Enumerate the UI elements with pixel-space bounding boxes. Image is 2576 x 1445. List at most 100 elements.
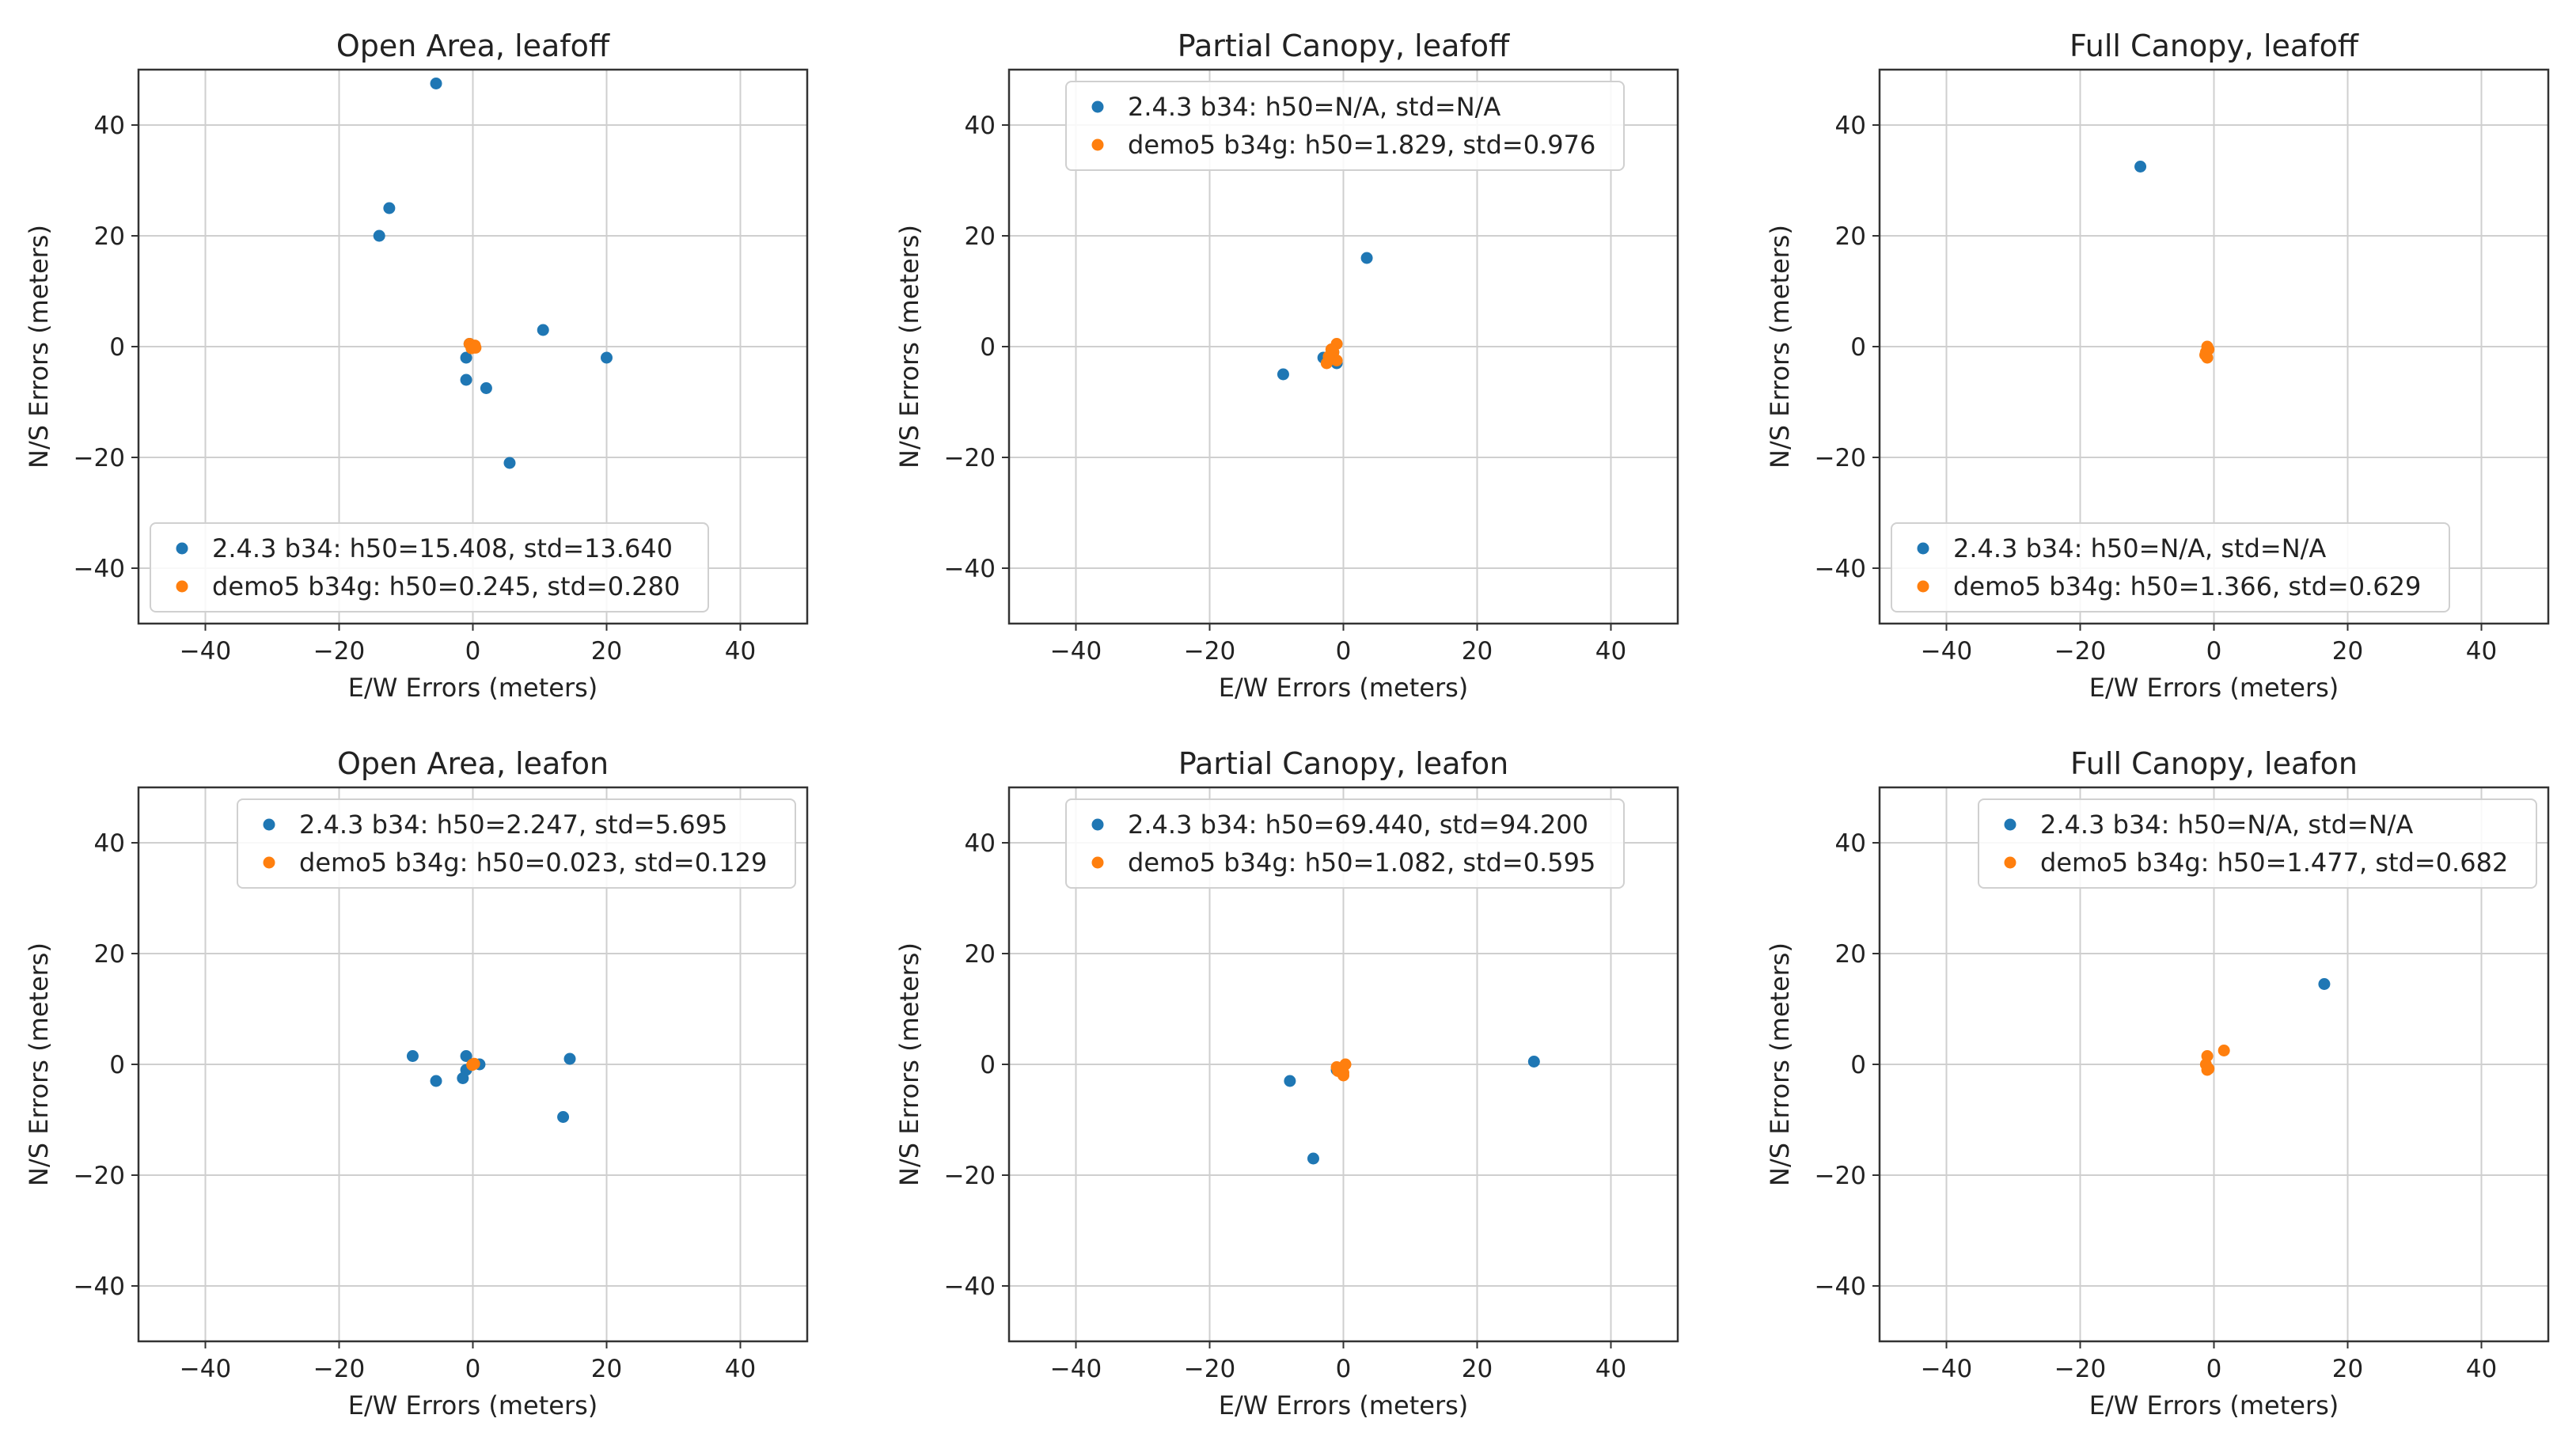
x-tick-label: 40 xyxy=(725,637,756,666)
subplot-title: Partial Canopy, leafon xyxy=(1178,746,1508,781)
x-tick-label: −20 xyxy=(1184,637,1235,666)
y-axis-label: N/S Errors (meters) xyxy=(24,942,54,1186)
legend-box xyxy=(1891,522,2450,613)
data-point-series-2 xyxy=(2202,1063,2215,1075)
data-point-series-2 xyxy=(1337,1069,1349,1082)
legend-box xyxy=(1065,798,1625,889)
data-point-series-1 xyxy=(2318,978,2331,990)
subplot-6: −40 −20 0 20 40 40 20 0 −20 −40 Full Canopy, leafo… xyxy=(1765,746,2550,1420)
legend-entry: 2.4.3 b34: h50=2.247, std=5.695 xyxy=(299,810,727,840)
legend: 2.4.3 b34: h50=N/A, std=N/A demo5 b34g: h… xyxy=(1978,798,2537,889)
legend-marker xyxy=(1091,856,1104,869)
x-tick-label: 0 xyxy=(2206,1355,2222,1383)
y-tick-label: 40 xyxy=(965,112,996,140)
legend-entry: demo5 b34g: h50=1.082, std=0.595 xyxy=(1128,848,1595,878)
x-axis-label: E/W Errors (meters) xyxy=(2089,673,2339,703)
x-tick-label: −40 xyxy=(180,1355,231,1383)
data-point-series-1 xyxy=(1527,1056,1540,1068)
x-tick-label: 0 xyxy=(1336,1355,1352,1383)
y-tick-label: 20 xyxy=(1835,222,1866,251)
x-tick-label: 20 xyxy=(1462,637,1493,666)
legend-entry: demo5 b34g: h50=0.023, std=0.129 xyxy=(299,848,767,878)
data-point-series-2 xyxy=(2217,1045,2230,1056)
data-point-series-1 xyxy=(460,1050,472,1062)
y-axis-label: N/S Errors (meters) xyxy=(1765,225,1795,468)
subplot-title: Open Area, leafon xyxy=(337,746,609,781)
y-tick-label: 20 xyxy=(94,222,125,251)
y-tick-label: 20 xyxy=(94,940,125,969)
y-axis-label: N/S Errors (meters) xyxy=(894,225,924,468)
x-tick-label: 0 xyxy=(2206,637,2222,666)
y-tick-label: 20 xyxy=(965,222,996,251)
x-axis-label: E/W Errors (meters) xyxy=(2089,1390,2339,1420)
y-tick-label: −40 xyxy=(1815,1272,1866,1301)
y-tick-label: 0 xyxy=(1850,333,1866,362)
data-point-series-1 xyxy=(1284,1075,1296,1087)
subplot-4: −40 −20 0 20 40 40 20 0 −20 −40 Open Area, leafon E… xyxy=(24,746,809,1420)
x-tick-label: −40 xyxy=(1921,637,1972,666)
subplot-2: −40 −20 0 20 40 40 20 0 −20 −40 Partial Canopy, le… xyxy=(894,28,1679,703)
x-tick-label: 40 xyxy=(2466,1355,2497,1383)
y-tick-label: −40 xyxy=(944,1272,996,1301)
x-tick-label: −40 xyxy=(1050,637,1102,666)
data-point-series-1 xyxy=(1307,1152,1319,1165)
legend: 2.4.3 b34: h50=15.408, std=13.640 demo5 b… xyxy=(150,522,709,613)
legend: 2.4.3 b34: h50=2.247, std=5.695 demo5 b34… xyxy=(237,798,796,889)
legend-entry: 2.4.3 b34: h50=N/A, std=N/A xyxy=(2040,810,2413,840)
legend: 2.4.3 b34: h50=N/A, std=N/A demo5 b34g: h… xyxy=(1891,522,2450,613)
data-point-series-1 xyxy=(383,202,396,214)
x-axis-label: E/W Errors (meters) xyxy=(348,1390,598,1420)
legend-marker xyxy=(263,818,275,831)
y-axis-label: N/S Errors (meters) xyxy=(894,942,924,1186)
data-point-series-1 xyxy=(537,324,549,336)
x-tick-label: 20 xyxy=(2332,637,2363,666)
x-tick-label: 40 xyxy=(1595,637,1626,666)
y-axis-label: N/S Errors (meters) xyxy=(24,225,54,468)
x-tick-label: −40 xyxy=(1921,1355,1972,1383)
legend-entry: demo5 b34g: h50=1.477, std=0.682 xyxy=(2040,848,2508,878)
y-tick-label: −20 xyxy=(1815,444,1866,472)
x-axis-label: E/W Errors (meters) xyxy=(1219,673,1469,703)
y-tick-label: 20 xyxy=(1835,940,1866,969)
data-point-series-1 xyxy=(480,382,492,394)
x-axis-label: E/W Errors (meters) xyxy=(1219,1390,1469,1420)
y-tick-label: 0 xyxy=(1850,1051,1866,1079)
data-point-series-1 xyxy=(2134,161,2147,173)
data-point-series-1 xyxy=(503,457,516,469)
subplot-3: −40 −20 0 20 40 40 20 0 −20 −40 Full Canopy, leafo… xyxy=(1765,28,2550,703)
y-tick-label: −20 xyxy=(74,444,125,472)
x-tick-label: −20 xyxy=(1184,1355,1235,1383)
subplot-1: −40 −20 0 20 40 40 20 0 −20 −40 Open Area, leafoff… xyxy=(24,28,809,703)
y-tick-label: −20 xyxy=(74,1162,125,1190)
x-tick-label: 40 xyxy=(725,1355,756,1383)
data-point-series-1 xyxy=(601,351,613,364)
x-tick-label: 0 xyxy=(465,637,481,666)
legend-marker xyxy=(1917,580,1929,593)
y-tick-label: −20 xyxy=(1815,1162,1866,1190)
legend: 2.4.3 b34: h50=69.440, std=94.200 demo5 b… xyxy=(1065,798,1625,889)
x-tick-label: 0 xyxy=(1336,637,1352,666)
y-tick-label: −20 xyxy=(944,444,996,472)
legend-box xyxy=(150,522,709,613)
legend-marker xyxy=(1917,542,1929,555)
legend-marker xyxy=(1091,101,1104,113)
legend-marker xyxy=(176,542,188,555)
legend: 2.4.3 b34: h50=N/A, std=N/A demo5 b34g: h… xyxy=(1065,81,1625,171)
subplot-title: Partial Canopy, leafoff xyxy=(1178,28,1510,63)
legend-entry: 2.4.3 b34: h50=N/A, std=N/A xyxy=(1128,92,1500,122)
y-tick-label: 0 xyxy=(980,333,996,362)
y-tick-label: −40 xyxy=(1815,555,1866,583)
y-tick-label: 0 xyxy=(109,1051,125,1079)
legend-entry: 2.4.3 b34: h50=15.408, std=13.640 xyxy=(212,533,673,563)
data-point-series-1 xyxy=(373,229,385,242)
legend-marker xyxy=(1091,818,1104,831)
x-tick-label: −20 xyxy=(2054,637,2106,666)
data-point-series-1 xyxy=(557,1111,570,1123)
subplot-5: −40 −20 0 20 40 40 20 0 −20 −40 Partial Canopy, le… xyxy=(894,746,1679,1420)
legend-entry: 2.4.3 b34: h50=69.440, std=94.200 xyxy=(1128,810,1588,840)
data-point-series-1 xyxy=(1277,368,1289,381)
y-tick-label: 20 xyxy=(965,940,996,969)
y-tick-label: −20 xyxy=(944,1162,996,1190)
x-tick-label: −20 xyxy=(313,637,365,666)
